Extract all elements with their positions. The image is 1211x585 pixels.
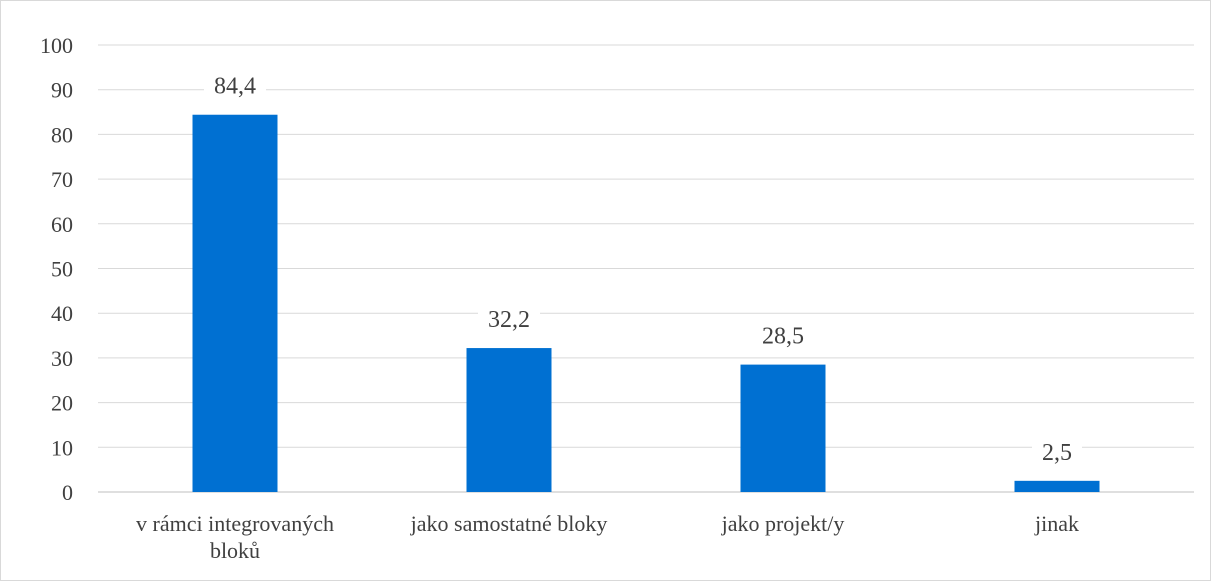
y-tick-label: 90 [51, 78, 73, 103]
bars [192, 114, 1100, 493]
bar [192, 114, 278, 493]
data-label-background [204, 69, 266, 102]
bar [1014, 480, 1100, 492]
category-label: jinak [1034, 511, 1079, 536]
category-label: jako samostatné bloky [410, 511, 608, 536]
data-label: 32,2 [488, 307, 530, 333]
data-label-background [478, 303, 540, 336]
data-label: 2,5 [1042, 440, 1072, 466]
gridlines [98, 44, 1194, 493]
data-label-background [752, 319, 814, 352]
y-tick-label: 20 [51, 391, 73, 416]
y-tick-label: 100 [40, 33, 73, 58]
y-tick-label: 60 [51, 212, 73, 237]
bar [466, 348, 552, 492]
y-tick-label: 40 [51, 301, 73, 326]
y-axis-ticks: 0 10 20 30 40 50 60 70 80 90 100 [40, 33, 73, 505]
y-tick-label: 70 [51, 167, 73, 192]
data-labels: 84,4 32,2 28,5 2,5 [204, 69, 1082, 468]
y-tick-label: 10 [51, 435, 73, 460]
data-label-background [1032, 435, 1082, 468]
category-label: bloků [210, 538, 260, 563]
category-label: jako projekt/y [721, 511, 845, 536]
bar [740, 364, 826, 492]
data-label: 84,4 [214, 74, 256, 100]
data-label: 28,5 [762, 324, 804, 350]
category-label: v rámci integrovaných [136, 511, 334, 536]
y-tick-label: 30 [51, 346, 73, 371]
y-tick-label: 50 [51, 257, 73, 282]
y-tick-label: 80 [51, 122, 73, 147]
y-tick-label: 0 [62, 480, 73, 505]
